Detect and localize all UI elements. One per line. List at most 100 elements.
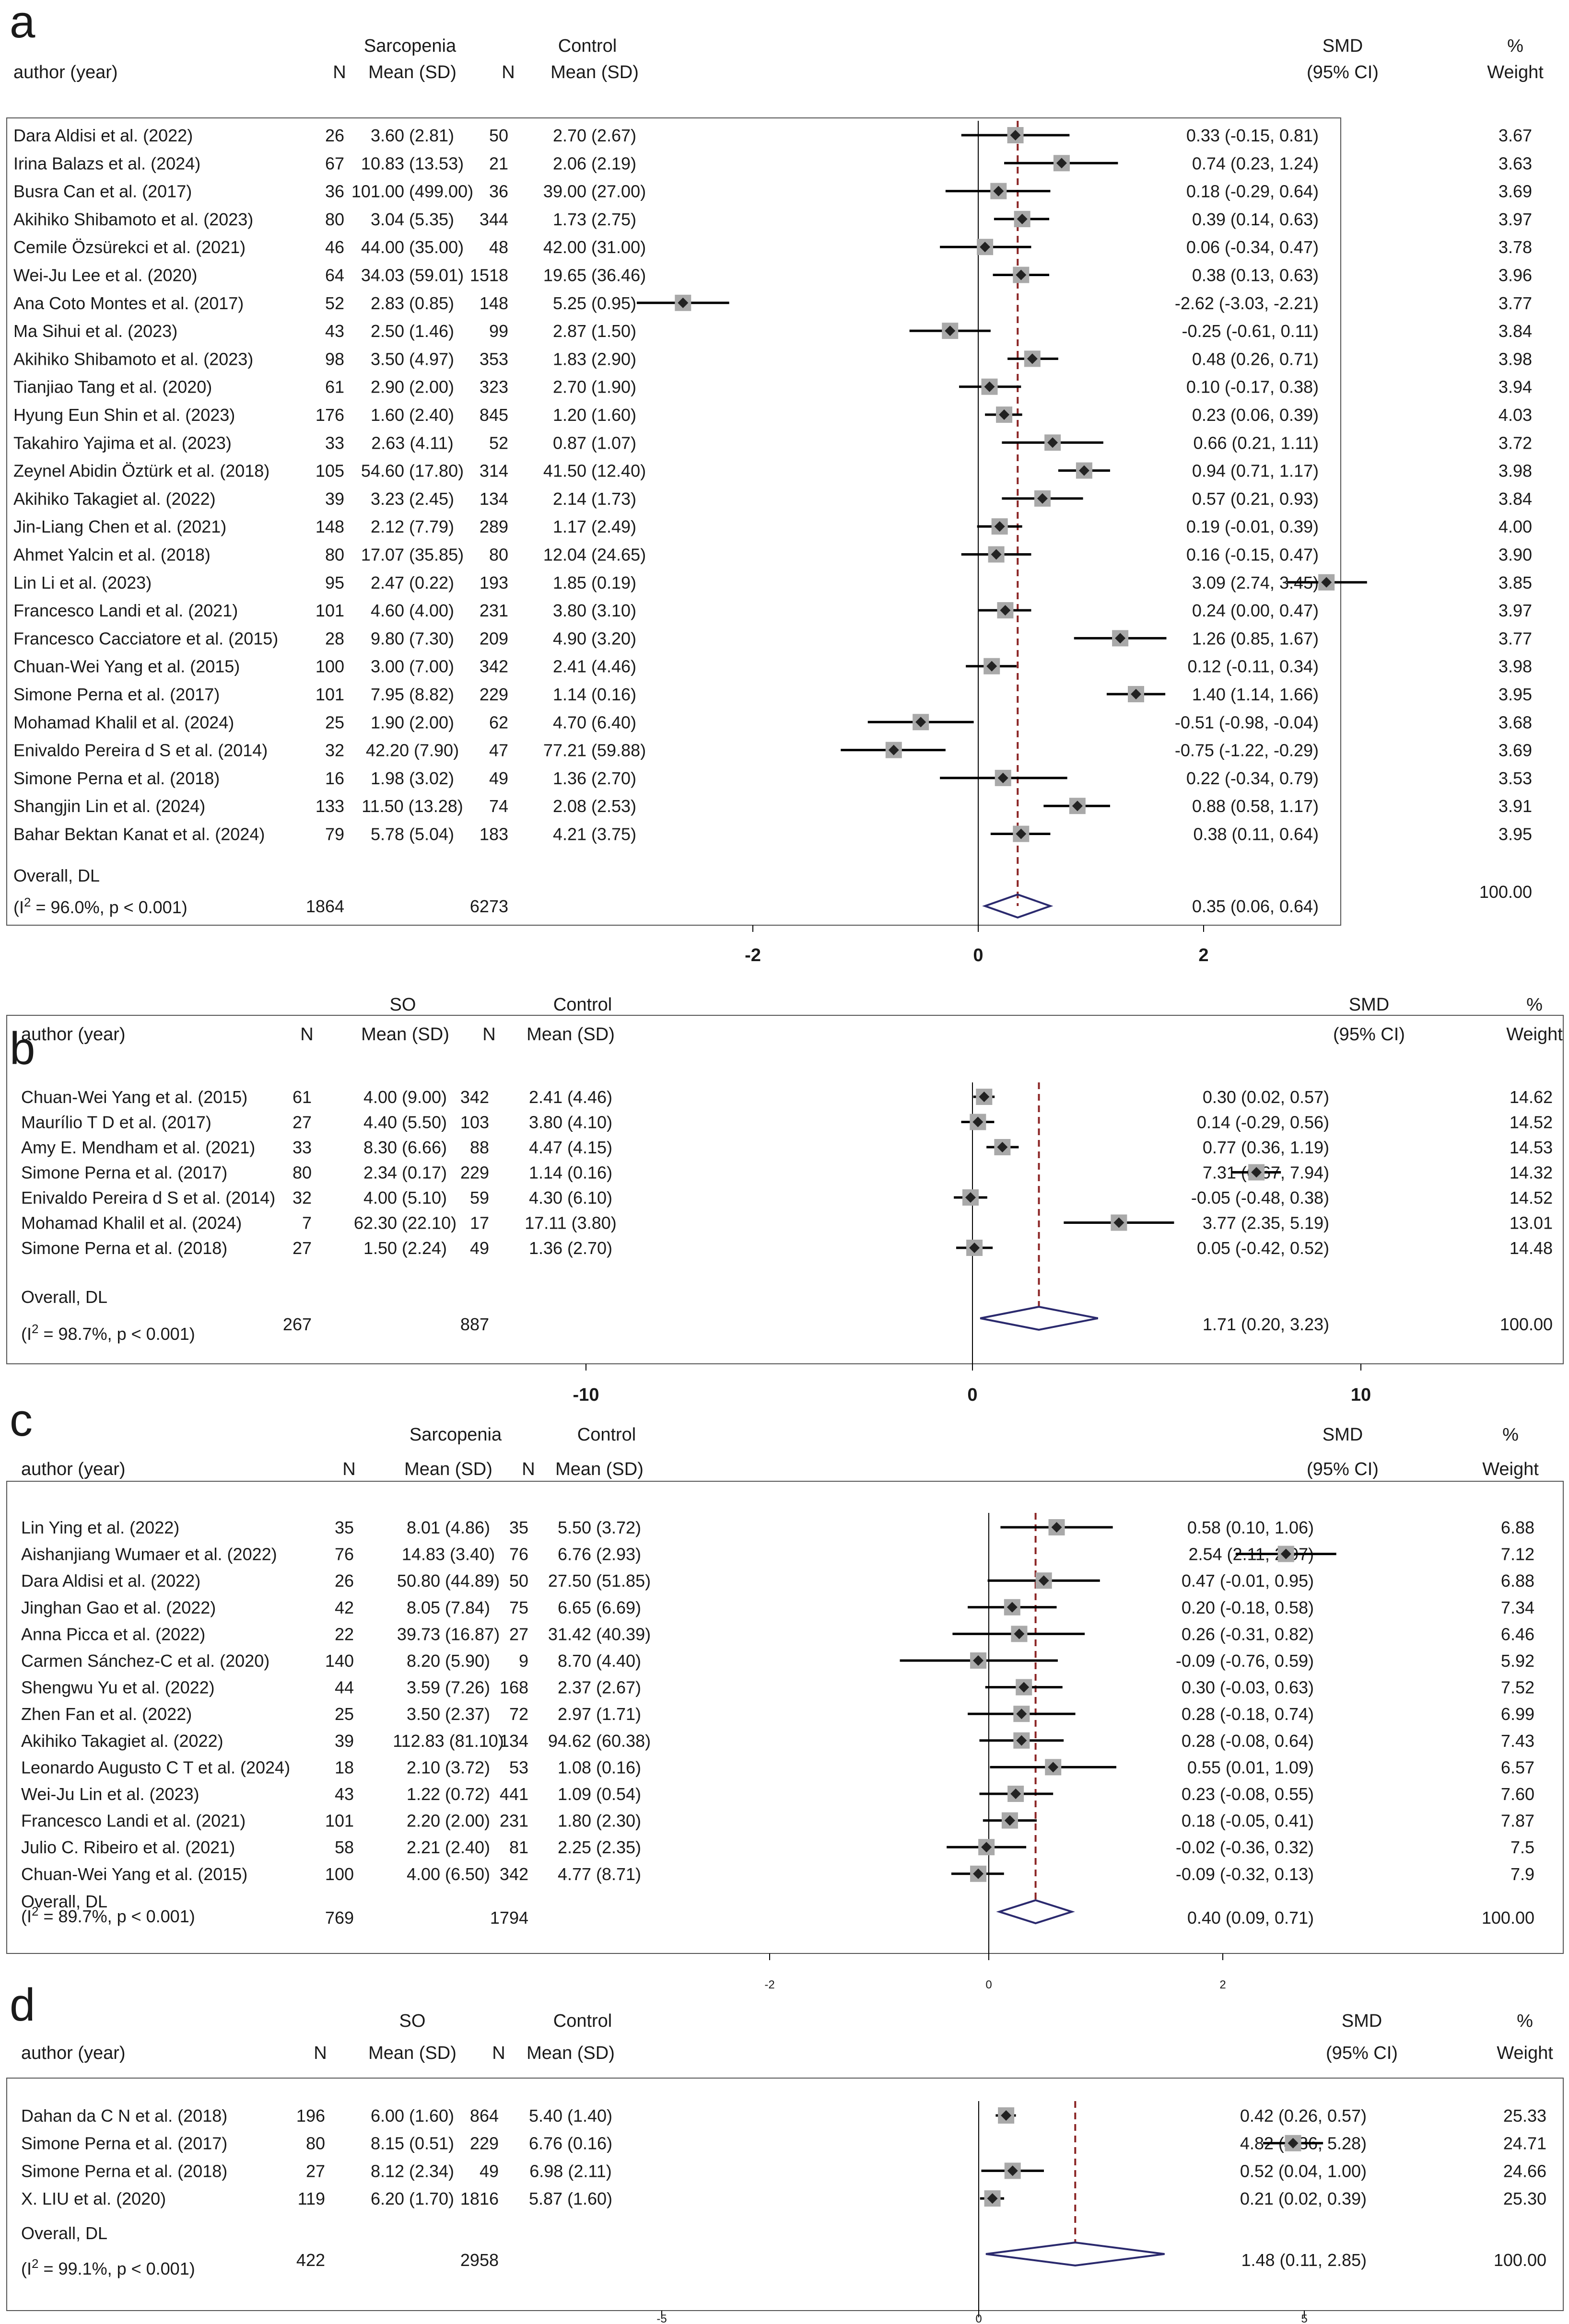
- study-weight: 3.84: [1499, 321, 1532, 341]
- percent-column-header: %: [1507, 36, 1523, 56]
- study-author: Irina Balazs et al. (2024): [13, 153, 200, 173]
- study-n1: 133: [316, 796, 344, 816]
- study-ci: 1.26 (0.85, 1.67): [1192, 628, 1319, 648]
- study-ci: 0.38 (0.13, 0.63): [1192, 266, 1319, 285]
- study-weight: 3.84: [1499, 489, 1532, 509]
- study-mean1: 3.50 (4.97): [371, 349, 454, 369]
- study-n1: 39: [325, 489, 344, 509]
- study-author: Simone Perna et al. (2018): [21, 2161, 227, 2181]
- study-n1: 52: [325, 293, 344, 313]
- x-axis-tick-label: 0: [967, 1385, 977, 1405]
- study-n2: 99: [489, 321, 508, 341]
- study-point-estimate: [1000, 605, 1011, 616]
- study-mean2: 2.97 (1.71): [558, 1704, 641, 1724]
- ci-column-header: (95% CI): [1333, 1024, 1405, 1045]
- study-author: Lin Li et al. (2023): [13, 573, 152, 593]
- study-n1: 32: [325, 741, 344, 760]
- study-author: Maurílio T D et al. (2017): [21, 1113, 211, 1132]
- study-mean2: 94.62 (60.38): [548, 1731, 651, 1751]
- study-mean1: 34.03 (59.01): [361, 266, 464, 285]
- study-n1: 58: [335, 1837, 354, 1857]
- study-mean1: 1.22 (0.72): [407, 1784, 490, 1804]
- study-ci: 0.77 (0.36, 1.19): [1203, 1138, 1329, 1157]
- study-mean1: 1.98 (3.02): [371, 768, 454, 788]
- study-author: Wei-Ju Lin et al. (2023): [21, 1784, 199, 1804]
- study-ci: 0.12 (-0.11, 0.34): [1188, 657, 1319, 676]
- overall-n1: 769: [325, 1908, 354, 1928]
- study-ci: 0.55 (0.01, 1.09): [1187, 1757, 1314, 1777]
- overall-n1: 267: [283, 1314, 312, 1334]
- study-n1: 196: [296, 2106, 325, 2126]
- study-mean2: 3.80 (4.10): [529, 1113, 612, 1132]
- panel-label: c: [10, 1394, 33, 1446]
- study-n2: 80: [489, 545, 508, 565]
- study-n1: 140: [325, 1651, 354, 1671]
- study-ci: -0.09 (-0.32, 0.13): [1176, 1864, 1314, 1884]
- study-n2: 231: [500, 1811, 528, 1831]
- study-mean2: 31.42 (40.39): [548, 1624, 651, 1644]
- study-mean1: 3.00 (7.00): [371, 657, 454, 676]
- mean1-column-header: Mean (SD): [361, 1024, 449, 1045]
- heterogeneity-superscript: 2: [24, 895, 31, 909]
- x-axis-tick-label: 0: [985, 1978, 992, 1991]
- heterogeneity-prefix: (I: [21, 1324, 32, 1344]
- study-author: Wei-Ju Lee et al. (2020): [13, 266, 198, 285]
- study-mean1: 3.50 (2.37): [407, 1704, 490, 1724]
- study-n1: 101: [316, 685, 344, 704]
- overall-diamond: [980, 1305, 1099, 1331]
- study-ci: 0.74 (0.23, 1.24): [1192, 153, 1319, 173]
- study-mean1: 2.83 (0.85): [371, 293, 454, 313]
- heterogeneity-superscript: 2: [32, 1904, 38, 1918]
- study-point-estimate: [973, 1868, 984, 1879]
- heterogeneity-value: = 96.0%, p < 0.001): [31, 897, 187, 917]
- study-n2: 76: [509, 1545, 528, 1564]
- study-mean1: 6.00 (1.60): [371, 2106, 454, 2126]
- mean1-column-header: Mean (SD): [404, 1459, 492, 1479]
- author-column-header: author (year): [21, 1024, 126, 1045]
- study-n1: 101: [316, 601, 344, 620]
- study-n2: 49: [489, 768, 508, 788]
- study-weight: 25.33: [1503, 2106, 1546, 2126]
- study-mean1: 8.30 (6.66): [363, 1138, 447, 1157]
- study-n2: 193: [480, 573, 508, 593]
- smd-column-header: SMD: [1349, 995, 1389, 1015]
- study-mean1: 8.01 (4.86): [407, 1518, 490, 1537]
- study-mean1: 1.50 (2.24): [363, 1238, 447, 1258]
- study-point-estimate: [1027, 353, 1038, 364]
- x-axis-tick-label: 10: [1351, 1385, 1371, 1405]
- study-author: Mohamad Khalil et al. (2024): [13, 712, 234, 732]
- study-n2: 62: [489, 712, 508, 732]
- study-weight: 3.78: [1499, 237, 1532, 257]
- study-weight: 24.71: [1503, 2134, 1546, 2153]
- overall-n1: 422: [296, 2250, 325, 2270]
- study-weight: 7.52: [1501, 1678, 1534, 1697]
- study-point-estimate: [1017, 213, 1028, 224]
- study-mean1: 2.63 (4.11): [371, 433, 453, 453]
- study-n1: 42: [335, 1598, 354, 1617]
- study-author: Francesco Cacciatore et al. (2015): [13, 628, 278, 648]
- study-n1: 105: [316, 461, 344, 481]
- study-n2: 289: [480, 517, 508, 536]
- study-n2: 50: [489, 126, 508, 145]
- study-mean2: 4.30 (6.10): [529, 1188, 612, 1208]
- study-ci: 0.16 (-0.15, 0.47): [1186, 545, 1319, 565]
- study-weight: 6.57: [1501, 1757, 1534, 1777]
- study-n1: 28: [325, 628, 344, 648]
- study-weight: 24.66: [1503, 2161, 1546, 2181]
- study-ci: 1.40 (1.14, 1.66): [1192, 685, 1319, 704]
- smd-column-header: SMD: [1323, 36, 1363, 56]
- study-mean2: 8.70 (4.40): [558, 1651, 641, 1671]
- study-n2: 229: [480, 685, 508, 704]
- study-n1: 61: [293, 1087, 312, 1107]
- study-mean1: 4.60 (4.00): [371, 601, 454, 620]
- study-weight: 3.69: [1499, 741, 1532, 760]
- study-mean2: 2.37 (2.67): [558, 1678, 641, 1697]
- study-mean1: 2.90 (2.00): [371, 377, 454, 397]
- group2-header: Control: [553, 995, 612, 1015]
- study-ci: 0.23 (-0.08, 0.55): [1182, 1784, 1314, 1804]
- study-author: Tianjiao Tang et al. (2020): [13, 377, 212, 397]
- study-ci: 3.77 (2.35, 5.19): [1203, 1213, 1329, 1233]
- study-mean1: 1.90 (2.00): [371, 712, 454, 732]
- study-n1: 119: [298, 2189, 325, 2208]
- study-n2: 35: [509, 1518, 528, 1537]
